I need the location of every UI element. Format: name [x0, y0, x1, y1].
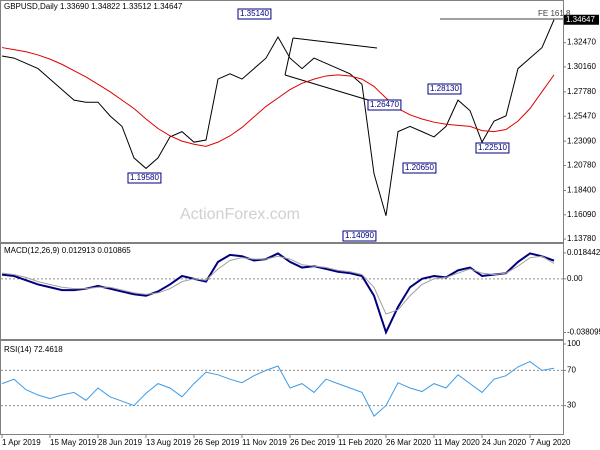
- annotation-label: 1.14090: [345, 231, 374, 240]
- current-price-box: [564, 14, 599, 25]
- series-line: [1, 361, 555, 417]
- annotation-label: 1.35140: [240, 9, 269, 18]
- y-tick-label: 1.23090: [567, 136, 596, 145]
- macd-panel: [0, 243, 564, 340]
- series-line: [1, 19, 555, 216]
- channel-line: [284, 74, 369, 101]
- y-tick-label: 1.25470: [567, 111, 596, 120]
- annotation-box: [237, 8, 272, 20]
- annotation-box: [342, 230, 377, 242]
- y-tick-label: 1.16090: [567, 210, 596, 219]
- y-tick-label: 1.30160: [567, 62, 596, 71]
- y-tick-label: 100: [567, 339, 581, 348]
- x-tick-label: 1 Apr 2019: [2, 438, 41, 447]
- x-tick-label: 11 Feb 2020: [338, 438, 383, 447]
- annotation-label: 1.28130: [430, 84, 459, 93]
- y-tick-label: -0.038095: [567, 328, 600, 337]
- panel-title: RSI(14) 72.4618: [4, 345, 63, 354]
- annotation-box: [367, 99, 402, 111]
- y-tick-label: 1.18400: [567, 186, 596, 195]
- panel-title: MACD(12,26,9) 0.012913 0.010865: [4, 246, 131, 255]
- channel-line: [292, 37, 378, 49]
- y-tick-label: 0.018442: [567, 248, 600, 257]
- x-tick-label: 11 Nov 2019: [242, 438, 287, 447]
- current-price-label: 1.34647: [566, 15, 595, 24]
- price-panel: [0, 0, 564, 243]
- x-tick-label: 26 Sep 2019: [194, 438, 240, 447]
- annotation-label: 1.22510: [478, 143, 507, 152]
- x-tick-label: 28 Jun 2019: [98, 438, 143, 447]
- y-tick-label: 1.13780: [567, 234, 596, 243]
- y-tick-label: 30: [567, 401, 576, 410]
- x-tick-label: 26 Dec 2019: [290, 438, 336, 447]
- annotation-box: [402, 162, 437, 174]
- y-tick-label: 1.27780: [567, 87, 596, 96]
- series-line: [1, 47, 555, 147]
- panel-title: GBPUSD,Daily 1.33690 1.34822 1.33512 1.3…: [4, 2, 183, 11]
- x-tick-label: 26 Mar 2020: [386, 438, 431, 447]
- annotation-label: 1.26470: [370, 100, 399, 109]
- annotation-box: [475, 142, 510, 154]
- y-tick-label: 1.32470: [567, 38, 596, 47]
- y-tick-label: 70: [567, 366, 576, 375]
- x-tick-label: 11 May 2020: [434, 438, 480, 447]
- annotation-box: [427, 83, 462, 95]
- x-tick-label: 13 Aug 2019: [146, 438, 191, 447]
- x-tick-label: 24 Jun 2020: [482, 438, 527, 447]
- watermark: ActionForex.com: [180, 206, 300, 223]
- x-tick-label: 15 May 2019: [50, 438, 97, 447]
- rsi-panel: [0, 340, 564, 435]
- series-line: [1, 255, 555, 315]
- series-line: [1, 252, 555, 336]
- y-tick-label: 0.00: [567, 274, 583, 283]
- annotation-label: FE 161.8: [538, 9, 571, 18]
- annotation-label: 1.19580: [130, 173, 159, 182]
- annotation-label: 1.20650: [405, 163, 434, 172]
- x-tick-label: 7 Aug 2020: [530, 438, 571, 447]
- annotation-box: [127, 172, 162, 184]
- y-tick-label: 1.20780: [567, 161, 596, 170]
